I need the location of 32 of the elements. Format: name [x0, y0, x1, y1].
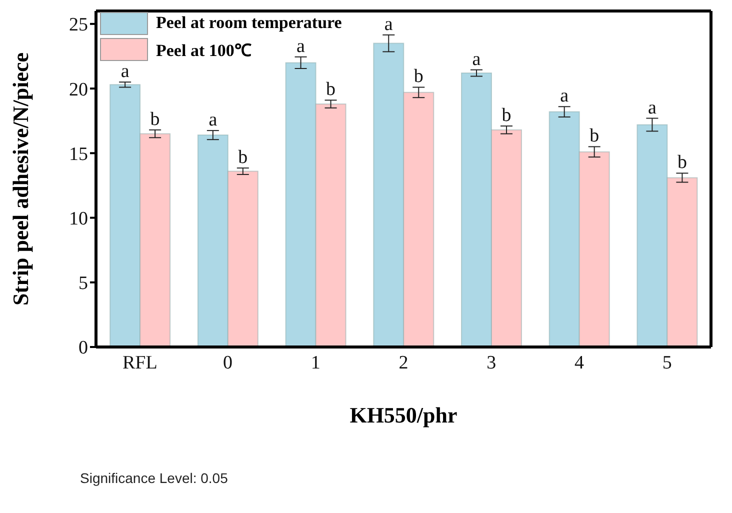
- data-label: a: [472, 48, 482, 70]
- x-tick-label: 3: [486, 352, 496, 374]
- data-label: b: [414, 66, 424, 88]
- data-label: a: [560, 86, 570, 107]
- data-label: b: [677, 152, 687, 174]
- x-tick-label: 0: [223, 352, 233, 374]
- legend-label: Peel at room temperature: [156, 13, 342, 33]
- y-tick-label: 20: [69, 79, 88, 100]
- data-label: b: [326, 79, 336, 100]
- y-tick-label: 15: [69, 144, 88, 165]
- data-label: b: [150, 108, 160, 130]
- y-axis-title: Strip peel adhesive/N/piece: [8, 52, 33, 306]
- y-tick-label: 10: [69, 208, 88, 230]
- x-tick-label: 2: [398, 352, 408, 374]
- x-tick-label: 1: [310, 352, 320, 374]
- data-label: a: [120, 61, 130, 82]
- y-tick-label: 0: [78, 338, 88, 359]
- data-label: a: [384, 14, 394, 35]
- text: Significance Level: 0.05: [80, 470, 228, 486]
- x-tick-label: RFL: [122, 352, 158, 374]
- data-label: b: [502, 105, 512, 126]
- x-axis-title: KH550/phr: [350, 402, 458, 428]
- y-tick-label: 25: [69, 14, 88, 36]
- x-tick-label: 5: [662, 352, 672, 374]
- legend-label: Peel at 100℃: [156, 40, 252, 60]
- y-tick-label: 5: [78, 273, 88, 294]
- data-label: a: [208, 110, 218, 131]
- data-label: a: [648, 97, 657, 118]
- data-label: b: [238, 147, 248, 168]
- data-label: a: [296, 36, 306, 57]
- x-tick-label: 4: [574, 352, 584, 374]
- data-label: b: [590, 126, 600, 147]
